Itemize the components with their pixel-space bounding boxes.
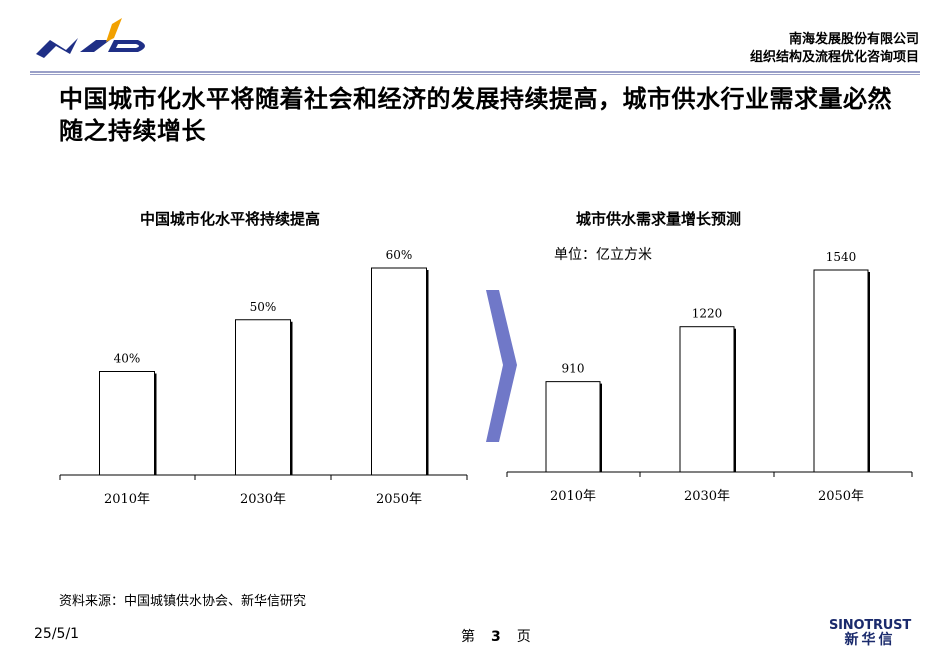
chevron-right-icon bbox=[486, 290, 517, 442]
chart2-bar bbox=[679, 326, 735, 473]
chart2-category-label: 2030年 bbox=[684, 489, 730, 504]
source-note: 资料来源：中国城镇供水协会、新华信研究 bbox=[59, 594, 307, 609]
chart1-category-label: 2010年 bbox=[104, 492, 150, 507]
chart1-category-label: 2050年 bbox=[376, 492, 422, 507]
logo-n-shape bbox=[36, 38, 78, 58]
slide-headline: 中国城市化水平将随着社会和经济的发展持续提高，城市供水行业需求量必然随之持续增长 bbox=[59, 85, 892, 145]
chart1-value-label: 60% bbox=[386, 248, 413, 262]
chart1-value-label: 50% bbox=[250, 300, 277, 314]
chart2-category-label: 2010年 bbox=[550, 489, 596, 504]
project-name: 组织结构及流程优化咨询项目 bbox=[749, 50, 919, 65]
header-divider-thin bbox=[30, 74, 920, 75]
brand-name-en: SINOTRUST bbox=[829, 618, 911, 633]
chart1-title: 中国城市化水平将持续提高 bbox=[140, 210, 321, 228]
chart2-value-label: 910 bbox=[562, 362, 585, 376]
chart2-value-label: 1220 bbox=[692, 307, 723, 321]
sinotrust-logo: SINOTRUST 新华信 bbox=[829, 618, 911, 648]
company-name: 南海发展股份有限公司 bbox=[788, 32, 919, 47]
header-company-block: 南海发展股份有限公司 组织结构及流程优化咨询项目 bbox=[750, 31, 919, 67]
chart1-plot: 40% 2010年 50% 2030年 60% 2050年 bbox=[59, 248, 468, 507]
nhd-logo bbox=[36, 18, 145, 58]
chart2-value-label: 1540 bbox=[826, 250, 857, 264]
logo-h-shape bbox=[80, 40, 110, 52]
chart1-bar bbox=[371, 267, 427, 476]
chart1-bar bbox=[235, 319, 291, 476]
header-divider bbox=[30, 71, 920, 73]
brand-name-cn: 新华信 bbox=[844, 632, 896, 648]
page-prefix: 第 bbox=[461, 629, 475, 645]
chart2-title: 城市供水需求量增长预测 bbox=[576, 210, 742, 228]
logo-accent-shape bbox=[106, 18, 122, 42]
chart2-plot: 910 2010年 1220 2030年 1540 2050年 bbox=[506, 250, 913, 504]
slide-date: 25/5/1 bbox=[34, 626, 80, 642]
chart1-category-label: 2030年 bbox=[240, 492, 286, 507]
chart2-unit-label: 单位：亿立方米 bbox=[554, 247, 652, 263]
chart1-value-label: 40% bbox=[114, 352, 141, 366]
chart1-bar bbox=[99, 371, 155, 476]
logo-d-shape bbox=[108, 40, 145, 52]
page-number-value: 3 bbox=[491, 629, 501, 645]
chart2-category-label: 2050年 bbox=[818, 489, 864, 504]
chart2-bar bbox=[813, 269, 869, 473]
page-suffix: 页 bbox=[516, 629, 531, 645]
chart2-bar bbox=[545, 381, 601, 473]
